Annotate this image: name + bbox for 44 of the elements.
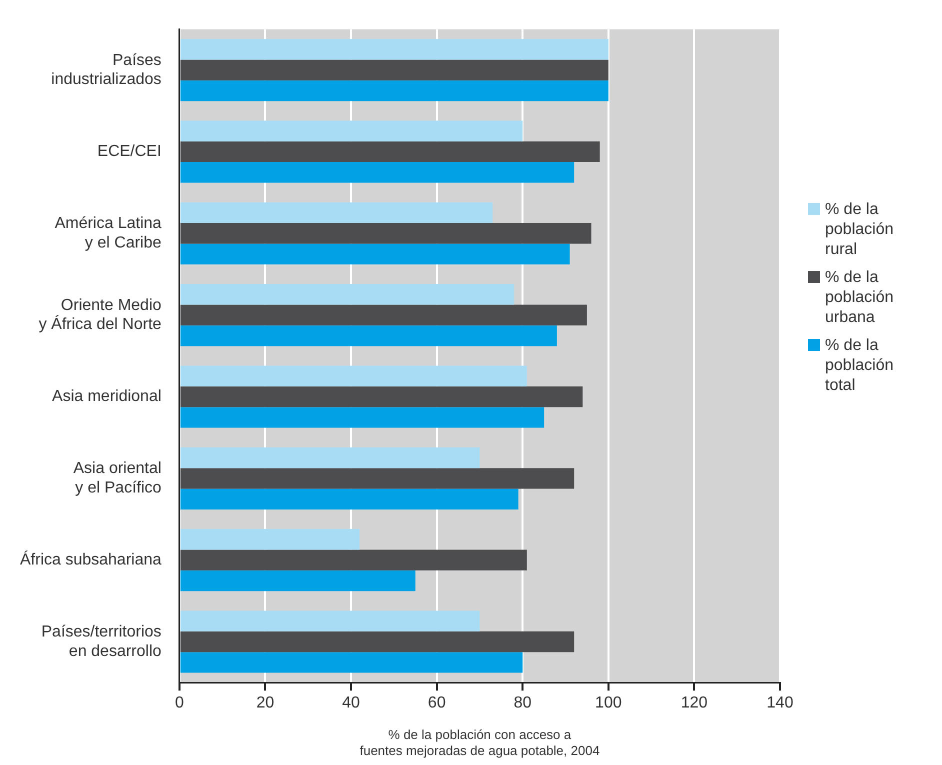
x-axis-title: % de la población con acceso a fuentes mejoradas de agua potable, 2004 [360,727,600,758]
bar [180,244,570,264]
bar [180,570,416,592]
bar [180,39,608,60]
bar [180,652,523,673]
bar [180,223,592,244]
x-tick-label: 20 [256,694,274,712]
bar [180,550,527,570]
y-tick-label: Países/territorios en desarrollo [41,624,162,660]
y-tick-label: Países industrializados [51,52,162,88]
y-tick-label: Asia oriental y el Pacífico [73,460,162,496]
bar [180,386,583,408]
bar [180,304,587,326]
legend-label: % de la población rural [825,200,894,260]
bar [180,120,523,142]
bar [180,162,574,183]
bar [180,202,493,224]
y-tick-label: Oriente Medio y África del Norte [38,296,162,334]
legend-label: % de la población total [825,336,894,396]
y-tick-label: América Latina y el Caribe [54,215,162,252]
bar [180,60,608,80]
bar [180,610,480,632]
x-tick-label: 40 [342,694,360,712]
bar [180,284,514,305]
bar [180,488,518,510]
bar [180,407,544,428]
bar [180,141,600,162]
bar [180,325,557,346]
y-tick-label: ECE/CEI [97,143,162,160]
bar [180,447,480,468]
bar [180,631,574,652]
x-tick-label: 0 [174,694,184,712]
bar [180,80,608,102]
x-tick-label: 80 [514,694,532,712]
y-tick-label: Asia meridional [52,388,162,406]
legend-label: % de la población urbana [825,268,894,328]
y-tick-label: África subsahariana [20,550,162,568]
bar [180,468,574,489]
bar [180,529,360,550]
x-tick-label: 100 [595,694,622,712]
bar [180,366,527,386]
x-tick-label: 60 [428,694,446,712]
x-tick-label: 120 [680,694,708,712]
x-tick-label: 140 [766,694,794,712]
